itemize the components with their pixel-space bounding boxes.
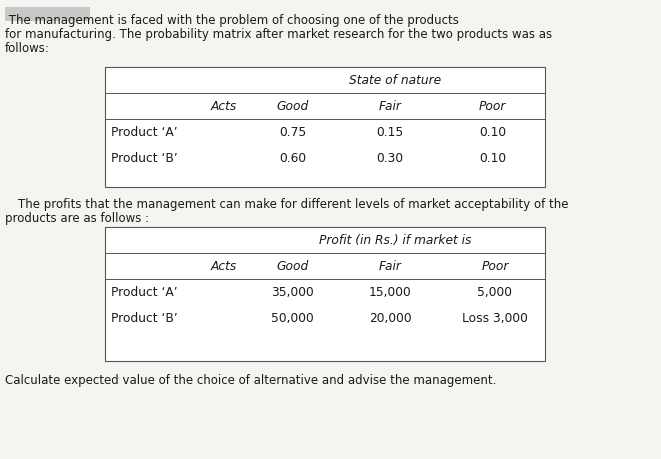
Text: Loss 3,000: Loss 3,000 — [462, 312, 528, 325]
Bar — [5, 8, 90, 22]
Text: follows:: follows: — [5, 42, 50, 55]
Text: The profits that the management can make for different levels of market acceptab: The profits that the management can make… — [18, 197, 568, 211]
Text: Product ‘B’: Product ‘B’ — [111, 152, 178, 165]
Text: 0.10: 0.10 — [479, 126, 506, 139]
Text: Profit (in Rs.) if market is: Profit (in Rs.) if market is — [319, 234, 471, 247]
Text: products are as follows :: products are as follows : — [5, 212, 149, 224]
Text: Poor: Poor — [479, 100, 506, 113]
Text: Fair: Fair — [379, 100, 401, 113]
Text: 20,000: 20,000 — [369, 312, 411, 325]
Text: Product ‘B’: Product ‘B’ — [111, 312, 178, 325]
Text: The management is faced with the problem of choosing one of the products: The management is faced with the problem… — [5, 14, 459, 27]
Text: Poor: Poor — [481, 260, 509, 273]
Text: 15,000: 15,000 — [369, 286, 411, 299]
Text: Good: Good — [276, 260, 309, 273]
Text: 0.15: 0.15 — [376, 126, 404, 139]
Text: for manufacturing. The probability matrix after market research for the two prod: for manufacturing. The probability matri… — [5, 28, 552, 41]
Text: Product ‘A’: Product ‘A’ — [111, 286, 178, 299]
Text: State of nature: State of nature — [349, 74, 441, 87]
Text: 50,000: 50,000 — [271, 312, 314, 325]
Text: Acts: Acts — [211, 260, 237, 273]
Text: Calculate expected value of the choice of alternative and advise the management.: Calculate expected value of the choice o… — [5, 373, 496, 386]
Text: 5,000: 5,000 — [477, 286, 512, 299]
Bar — [105, 228, 545, 361]
Text: Good: Good — [276, 100, 309, 113]
Text: Product ‘A’: Product ‘A’ — [111, 126, 178, 139]
Text: 0.10: 0.10 — [479, 152, 506, 165]
Text: Acts: Acts — [211, 100, 237, 113]
Text: 0.60: 0.60 — [279, 152, 306, 165]
Text: Fair: Fair — [379, 260, 401, 273]
Bar — [105, 68, 545, 188]
Text: 0.75: 0.75 — [279, 126, 306, 139]
Text: 35,000: 35,000 — [271, 286, 314, 299]
Text: 0.30: 0.30 — [376, 152, 404, 165]
